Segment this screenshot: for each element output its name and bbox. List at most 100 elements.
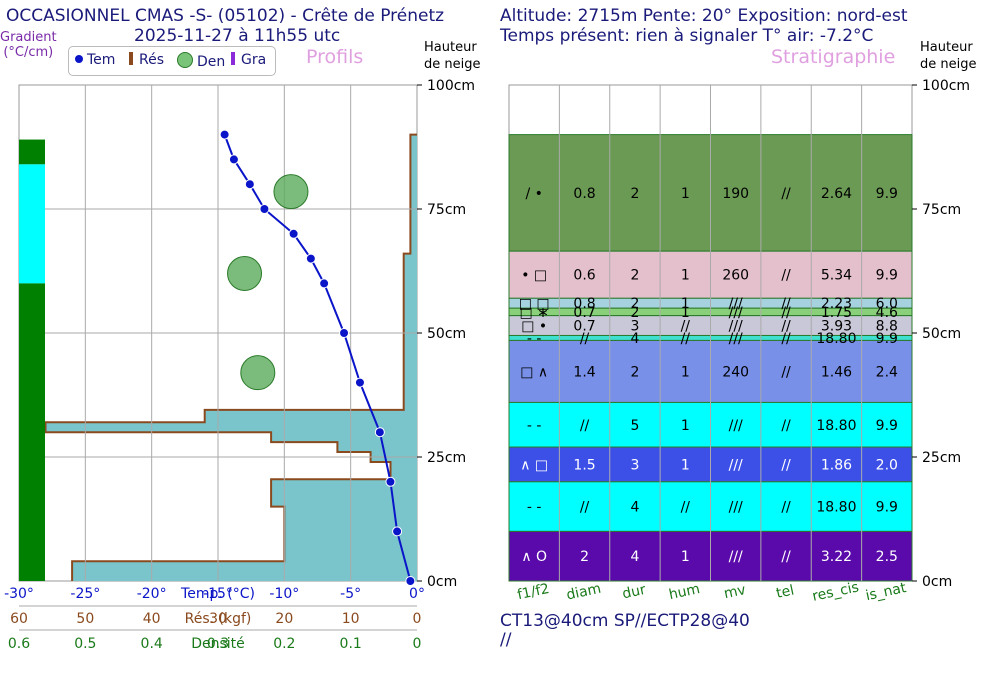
temperature-point xyxy=(219,129,230,140)
strat-layer xyxy=(508,250,913,299)
temp-tick-label: -15° xyxy=(203,586,233,602)
strat-cell: 1 xyxy=(681,418,690,434)
strat-cell: // xyxy=(781,186,791,202)
strat-cell: 0.8 xyxy=(573,186,595,202)
gradient-band xyxy=(19,283,45,581)
strat-cell: // xyxy=(781,457,791,473)
strat-column-header: mv xyxy=(722,582,747,602)
legend-gra: Gra xyxy=(231,52,266,68)
strat-cell: - - xyxy=(527,331,542,347)
res-axis-title: Rés. (kgf) xyxy=(185,611,252,627)
strat-cell: 9.9 xyxy=(876,331,898,347)
strat-cell: 3 xyxy=(630,457,639,473)
dens-tick-label: 0.4 xyxy=(141,636,163,652)
profile-datetime: 2025-11-27 à 11h55 utc xyxy=(134,26,341,46)
dens-tick-label: 0.5 xyxy=(74,636,96,652)
strat-cell: 2 xyxy=(630,305,639,321)
legend-gra-label: Gra xyxy=(241,52,267,68)
strat-cell: // xyxy=(781,364,791,380)
gradient-bar-icon xyxy=(231,52,235,65)
profils-label: Profils xyxy=(306,46,364,68)
strat-column-header: tel xyxy=(775,582,796,601)
temp-dot-icon xyxy=(75,55,83,63)
strat-layer xyxy=(508,315,913,336)
strat-cell: 9.9 xyxy=(876,500,898,516)
hauteur-line1: Hauteur xyxy=(424,40,477,55)
strat-cell: 1 xyxy=(681,364,690,380)
strat-cell: // xyxy=(781,305,791,321)
strat-cell: 1 xyxy=(681,186,690,202)
site-info: Altitude: 2715m Pente: 20° Exposition: n… xyxy=(500,6,908,26)
strat-cell: // xyxy=(681,331,691,347)
strat-layer xyxy=(508,307,913,317)
temperature-point xyxy=(305,253,316,264)
strat-column-header: hum xyxy=(667,581,701,603)
strat-cell: 190 xyxy=(722,186,749,202)
strat-cell: /// xyxy=(729,296,743,312)
strat-cell: □ □ xyxy=(519,296,550,312)
strat-cell: 9.9 xyxy=(876,186,898,202)
strat-cell: 2.0 xyxy=(876,457,898,473)
strat-cell: /// xyxy=(729,331,743,347)
temperature-point xyxy=(244,179,255,190)
tests-line1: CT13@40cm SP//ECTP28@40 xyxy=(500,611,750,631)
strat-cell: // xyxy=(580,418,590,434)
strat-layer xyxy=(508,481,913,532)
strat-cell: 2 xyxy=(580,549,589,565)
legend-den: Den xyxy=(177,52,225,70)
strat-column-header: dur xyxy=(621,582,648,603)
strat-cell: 1 xyxy=(681,296,690,312)
strat-cell: □ ∗ xyxy=(519,305,548,321)
strat-layer xyxy=(508,297,913,309)
strat-height-tick-label: 25cm xyxy=(922,450,961,466)
hauteur-line2: de neige xyxy=(920,57,977,72)
gradient-label-line1: Gradient xyxy=(0,30,57,45)
res-tick-label: 40 xyxy=(143,611,161,627)
strat-cell: // xyxy=(781,268,791,284)
strat-cell: 1.4 xyxy=(573,364,595,380)
resistance-area xyxy=(45,134,417,581)
strat-cell: 240 xyxy=(722,364,749,380)
strat-cell: // xyxy=(781,500,791,516)
stratigraphie-label: Stratigraphie xyxy=(771,46,896,68)
height-axis-label-left: Hauteur de neige xyxy=(424,39,480,73)
legend-tem-label: Tem xyxy=(87,52,116,68)
strat-cell: 260 xyxy=(722,268,749,284)
temperature-point xyxy=(405,576,416,586)
strat-cell: // xyxy=(681,319,691,335)
tests-line2: // xyxy=(500,630,512,650)
strat-cell: /// xyxy=(729,500,743,516)
strat-cell: - - xyxy=(527,418,542,434)
strat-column-header: res_cis xyxy=(811,579,861,604)
height-tick-label: 0cm xyxy=(427,574,457,590)
height-axis-label-right: Hauteur de neige xyxy=(920,39,976,73)
res-tick-label: 0 xyxy=(413,611,422,627)
strat-cell: 2 xyxy=(630,364,639,380)
temp-tick-label: -30° xyxy=(4,586,34,602)
strat-cell: 2 xyxy=(630,296,639,312)
strat-cell: 8.8 xyxy=(876,319,898,335)
strat-layer xyxy=(508,530,913,582)
dens-tick-label: 0.2 xyxy=(273,636,295,652)
density-point xyxy=(227,255,263,291)
temperature-point xyxy=(354,377,365,388)
height-tick-label: 25cm xyxy=(427,450,466,466)
strat-cell: // xyxy=(681,500,691,516)
dens-tick-label: 0.6 xyxy=(8,636,30,652)
stability-tests: CT13@40cm SP//ECTP28@40 // xyxy=(500,612,750,650)
legend-res: Rés xyxy=(129,52,164,68)
temp-tick-label: 0° xyxy=(409,586,425,602)
strat-cell: // xyxy=(580,331,590,347)
strat-cell: 6.0 xyxy=(876,296,898,312)
strat-cell: 4 xyxy=(630,500,639,516)
temp-tick-label: -25° xyxy=(70,586,100,602)
legend-tem: Tem xyxy=(75,52,115,68)
strat-cell: // xyxy=(781,418,791,434)
strat-cell: 2 xyxy=(630,268,639,284)
strat-cell: 9.9 xyxy=(876,418,898,434)
legend-res-label: Rés xyxy=(139,52,165,68)
temperature-point xyxy=(374,427,385,438)
strat-height-tick-label: 0cm xyxy=(922,574,952,590)
hauteur-line1: Hauteur xyxy=(920,40,973,55)
strat-cell: 5 xyxy=(630,418,639,434)
